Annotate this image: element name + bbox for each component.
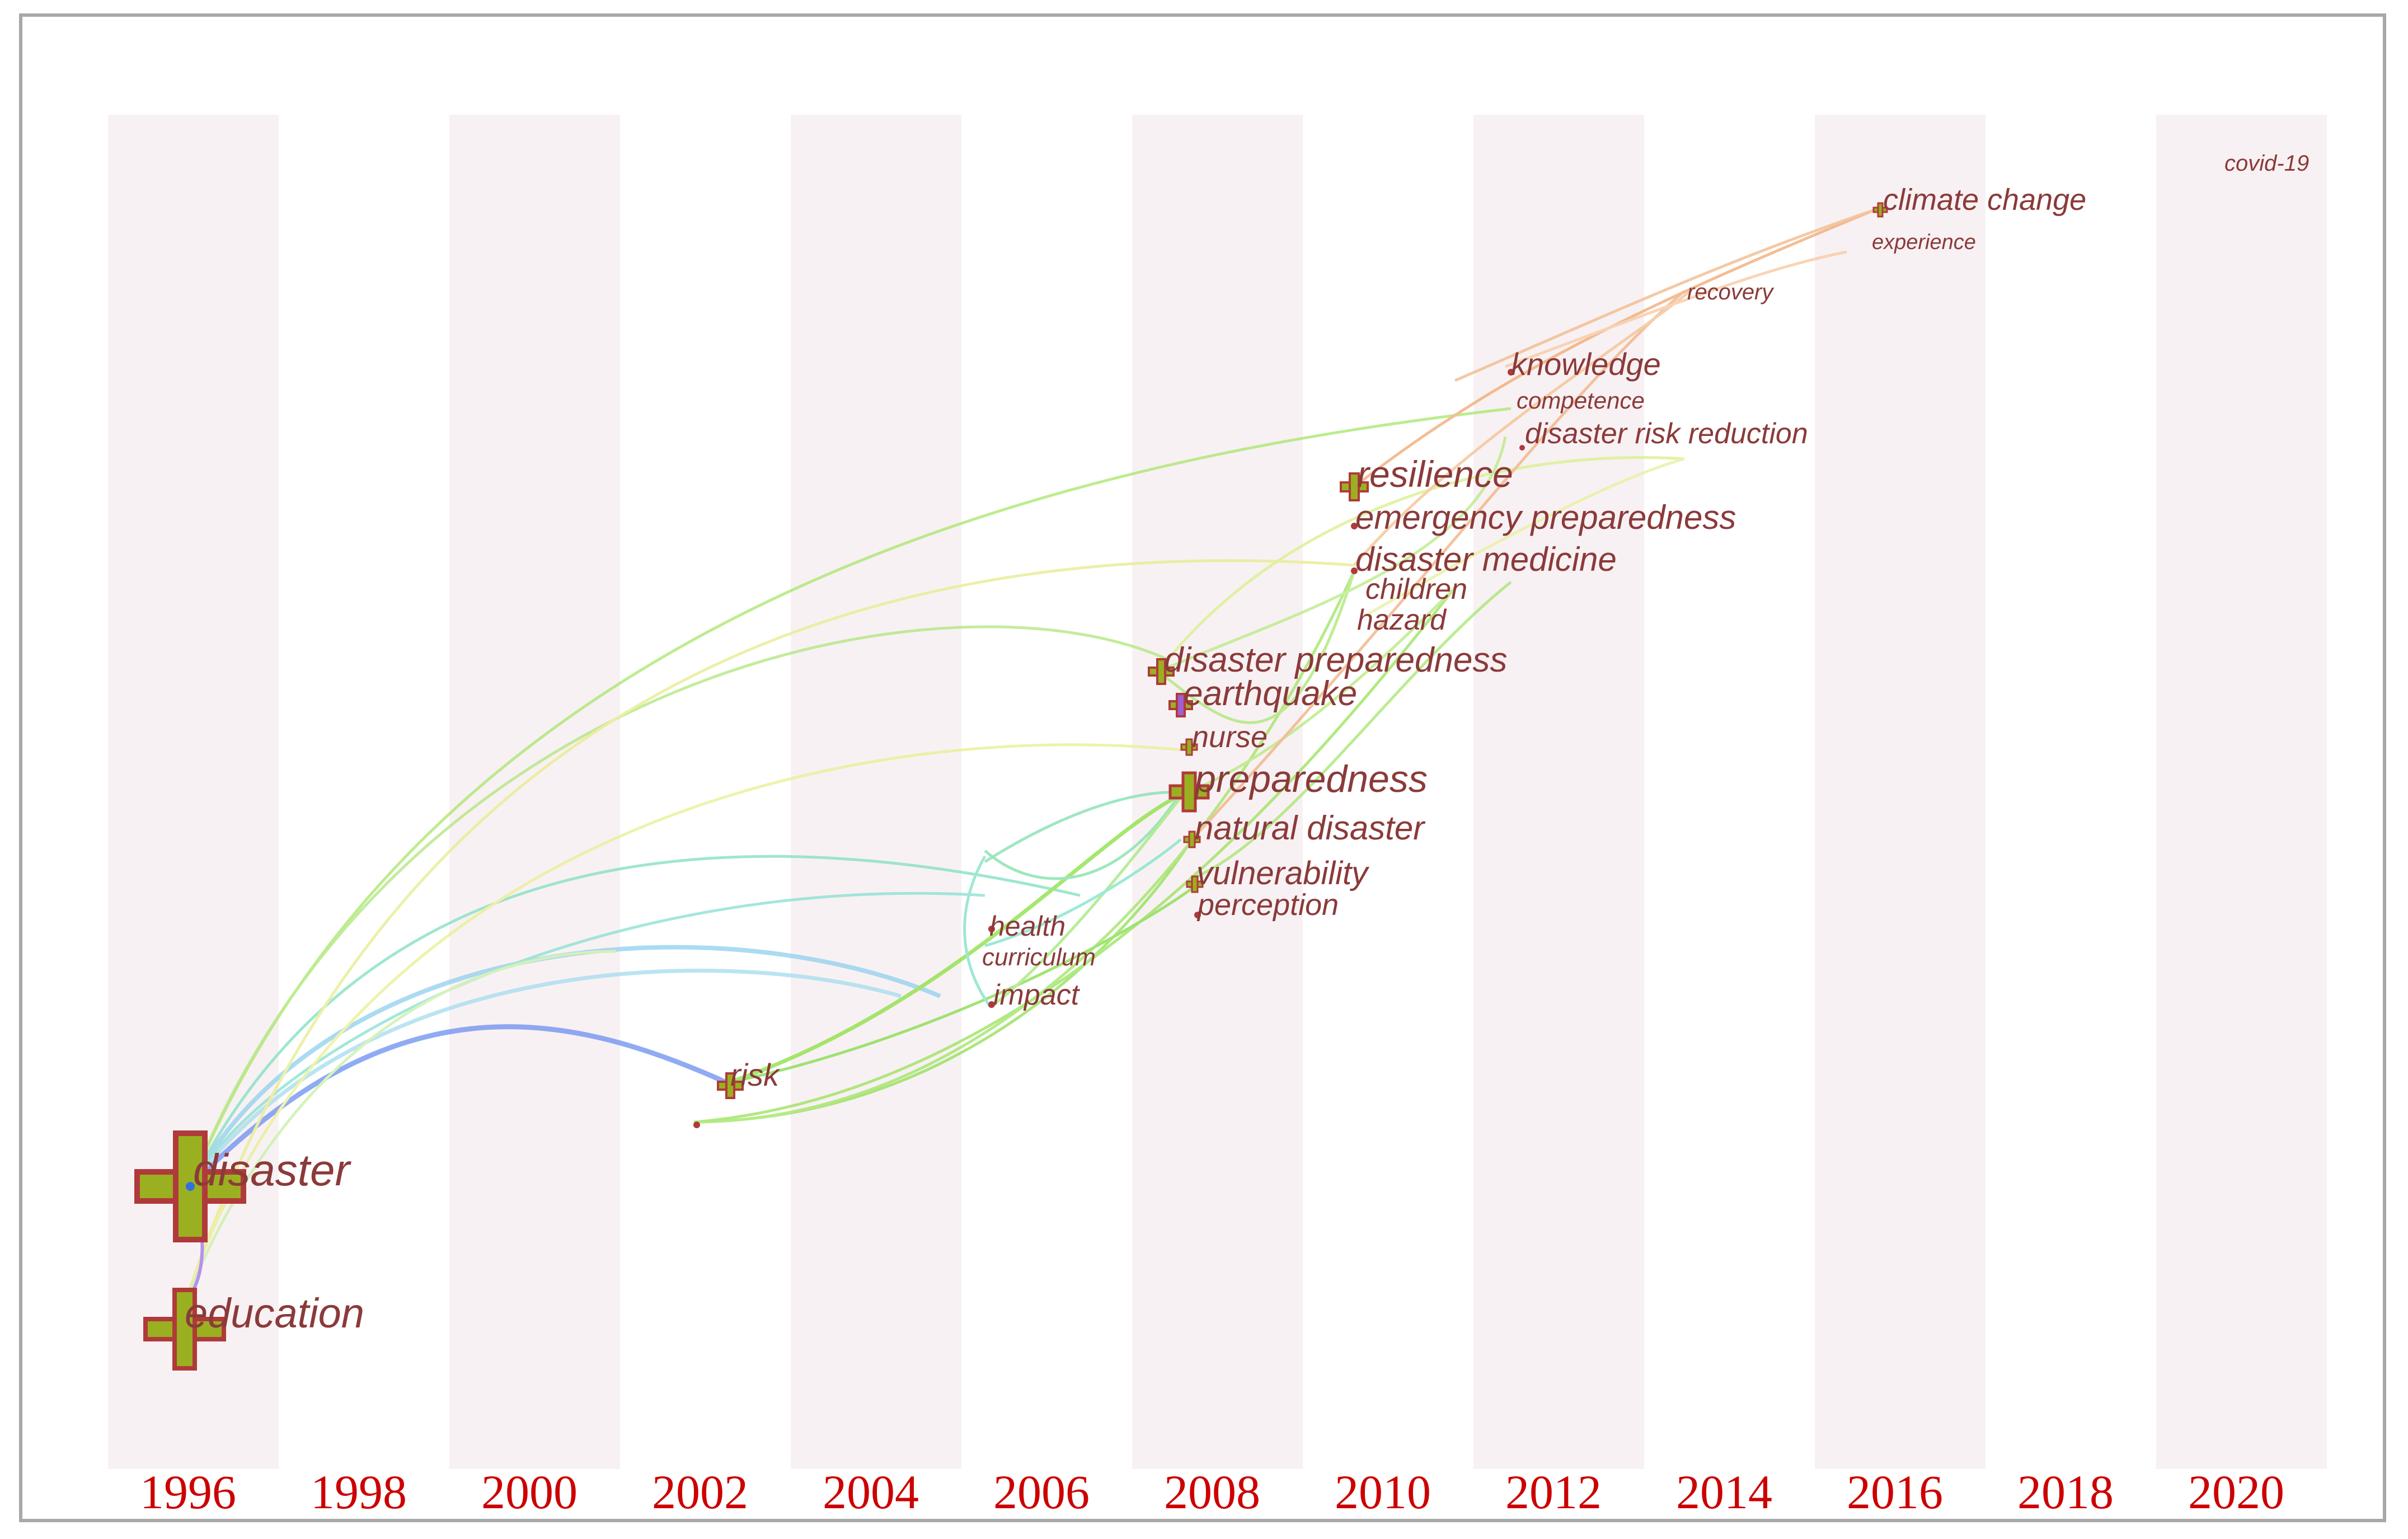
year-band <box>1815 115 1985 1469</box>
keyword-earthquake: earthquake <box>1184 674 1357 713</box>
link <box>1157 570 1356 724</box>
node-marker <box>1168 771 1210 813</box>
keyword-perception: perception <box>1196 888 1339 922</box>
year-label: 2020 <box>2188 1465 2284 1519</box>
link <box>1191 581 1512 880</box>
node-marker <box>143 1288 226 1371</box>
year-label: 2018 <box>2017 1465 2114 1519</box>
link <box>1505 250 1847 368</box>
link <box>189 968 902 1188</box>
keyword-knowledge: knowledge <box>1511 346 1661 382</box>
year-label: 2000 <box>481 1465 578 1519</box>
node-marker <box>1519 445 1525 451</box>
year-band <box>1473 115 1644 1469</box>
link <box>1158 436 1507 673</box>
link <box>1180 586 1456 796</box>
keyword-natural-disaster: natural disaster <box>1195 809 1425 847</box>
node-marker <box>988 926 995 932</box>
node-marker <box>1340 472 1369 501</box>
year-label: 2012 <box>1505 1465 1602 1519</box>
link <box>1364 457 1685 617</box>
year-label: 2006 <box>993 1465 1090 1519</box>
link <box>189 625 1171 1187</box>
keyword-labels: disaster education risk health curriculu… <box>185 151 2309 1336</box>
keyword-climate-change: climate change <box>1883 183 2086 217</box>
node-marker <box>1872 202 1888 218</box>
keyword-covid-19: covid-19 <box>2224 151 2309 176</box>
keyword-experience: experience <box>1872 231 1976 254</box>
year-band <box>449 115 620 1469</box>
nodes <box>134 202 1888 1371</box>
year-label: 2014 <box>1676 1465 1772 1519</box>
link <box>984 782 1188 880</box>
link <box>989 782 1193 1008</box>
link <box>183 559 1355 1305</box>
link <box>189 407 1512 1187</box>
node-marker <box>1194 912 1201 918</box>
keyword-disaster-medicine: disaster medicine <box>1355 541 1617 578</box>
keyword-curriculum: curriculum <box>982 944 1096 971</box>
node-marker <box>717 1072 744 1099</box>
link <box>188 1024 729 1189</box>
link <box>183 743 1181 1305</box>
node-marker <box>693 1122 700 1128</box>
node-marker <box>1183 831 1201 848</box>
link <box>693 586 1456 1124</box>
node-marker <box>1351 567 1358 574</box>
node-marker <box>1148 658 1175 685</box>
keyword-children: children <box>1365 573 1467 606</box>
node-marker <box>134 1130 246 1242</box>
link <box>726 792 1182 1085</box>
node-marker <box>1351 523 1358 529</box>
link <box>189 855 1081 1188</box>
year-label: 2016 <box>1847 1465 1943 1519</box>
year-band <box>108 115 279 1469</box>
year-band <box>2156 115 2327 1469</box>
link <box>1454 208 1875 382</box>
node-marker <box>1508 369 1514 376</box>
keyword-impact: impact <box>993 979 1081 1011</box>
node-marker <box>1180 738 1198 756</box>
keyword-education: education <box>185 1290 364 1336</box>
year-label: 1998 <box>311 1465 407 1519</box>
year-label: 2010 <box>1335 1465 1431 1519</box>
link <box>1157 456 1685 673</box>
keyword-disaster: disaster <box>193 1145 351 1195</box>
year-band <box>791 115 961 1469</box>
link <box>1353 290 1691 566</box>
links <box>183 208 1875 1305</box>
node-marker <box>1186 875 1204 893</box>
link <box>727 883 1199 1085</box>
keyword-health: health <box>989 911 1065 942</box>
link <box>984 838 1182 947</box>
keyword-disaster-risk-reduction: disaster risk reduction <box>1525 417 1808 450</box>
node-marker <box>988 1001 995 1008</box>
year-label: 1996 <box>140 1465 236 1519</box>
year-axis: 1996 1998 2000 2002 2004 2006 2008 2010 … <box>140 1465 2284 1519</box>
keyword-risk: risk <box>730 1057 781 1092</box>
link <box>963 855 992 1008</box>
keyword-hazard: hazard <box>1357 604 1447 636</box>
keyword-nurse: nurse <box>1192 720 1268 754</box>
year-label: 2008 <box>1164 1465 1260 1519</box>
keyword-competence: competence <box>1517 387 1645 414</box>
node-marker <box>1168 693 1193 717</box>
keyword-recovery: recovery <box>1687 280 1775 304</box>
link <box>183 950 616 1305</box>
keyword-emergency-preparedness: emergency preparedness <box>1355 499 1736 536</box>
year-label: 2004 <box>823 1465 919 1519</box>
keyword-resilience: resilience <box>1357 453 1513 495</box>
keyword-preparedness: preparedness <box>1194 758 1428 800</box>
keyword-vulnerability: vulnerability <box>1196 855 1369 892</box>
link <box>1191 290 1686 841</box>
keyword-disaster-preparedness: disaster preparedness <box>1164 641 1507 679</box>
year-label: 2002 <box>652 1465 748 1519</box>
